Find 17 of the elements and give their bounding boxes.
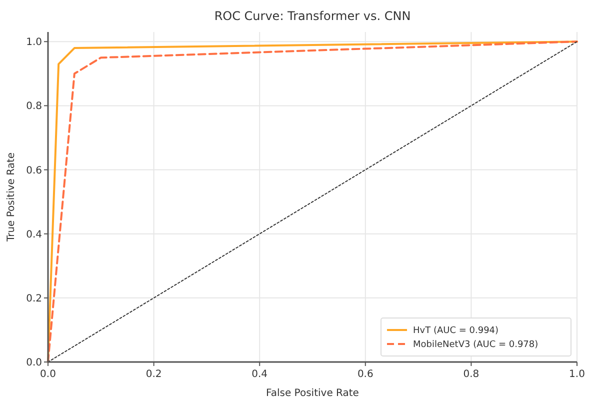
legend-label: MobileNetV3 (AUC = 0.978) (413, 340, 538, 350)
x-tick-label: 0.2 (146, 369, 162, 380)
x-tick-label: 0.4 (252, 369, 268, 380)
x-axis-title: False Positive Rate (266, 388, 359, 399)
y-tick-label: 1.0 (26, 37, 42, 48)
chart-title: ROC Curve: Transformer vs. CNN (214, 9, 411, 23)
x-tick-label: 0.0 (40, 369, 56, 380)
y-tick-label: 0.2 (26, 293, 42, 304)
x-tick-label: 0.6 (357, 369, 374, 380)
x-tick-label: 0.8 (463, 369, 480, 380)
x-tick-label: 1.0 (569, 369, 585, 380)
legend-label: HvT (AUC = 0.994) (413, 326, 499, 336)
y-tick-label: 0.6 (26, 165, 42, 176)
y-axis-title: True Positive Rate (6, 152, 17, 243)
y-tick-label: 0.4 (26, 229, 42, 240)
y-tick-label: 0.8 (26, 101, 42, 112)
y-tick-label: 0.0 (26, 358, 42, 368)
